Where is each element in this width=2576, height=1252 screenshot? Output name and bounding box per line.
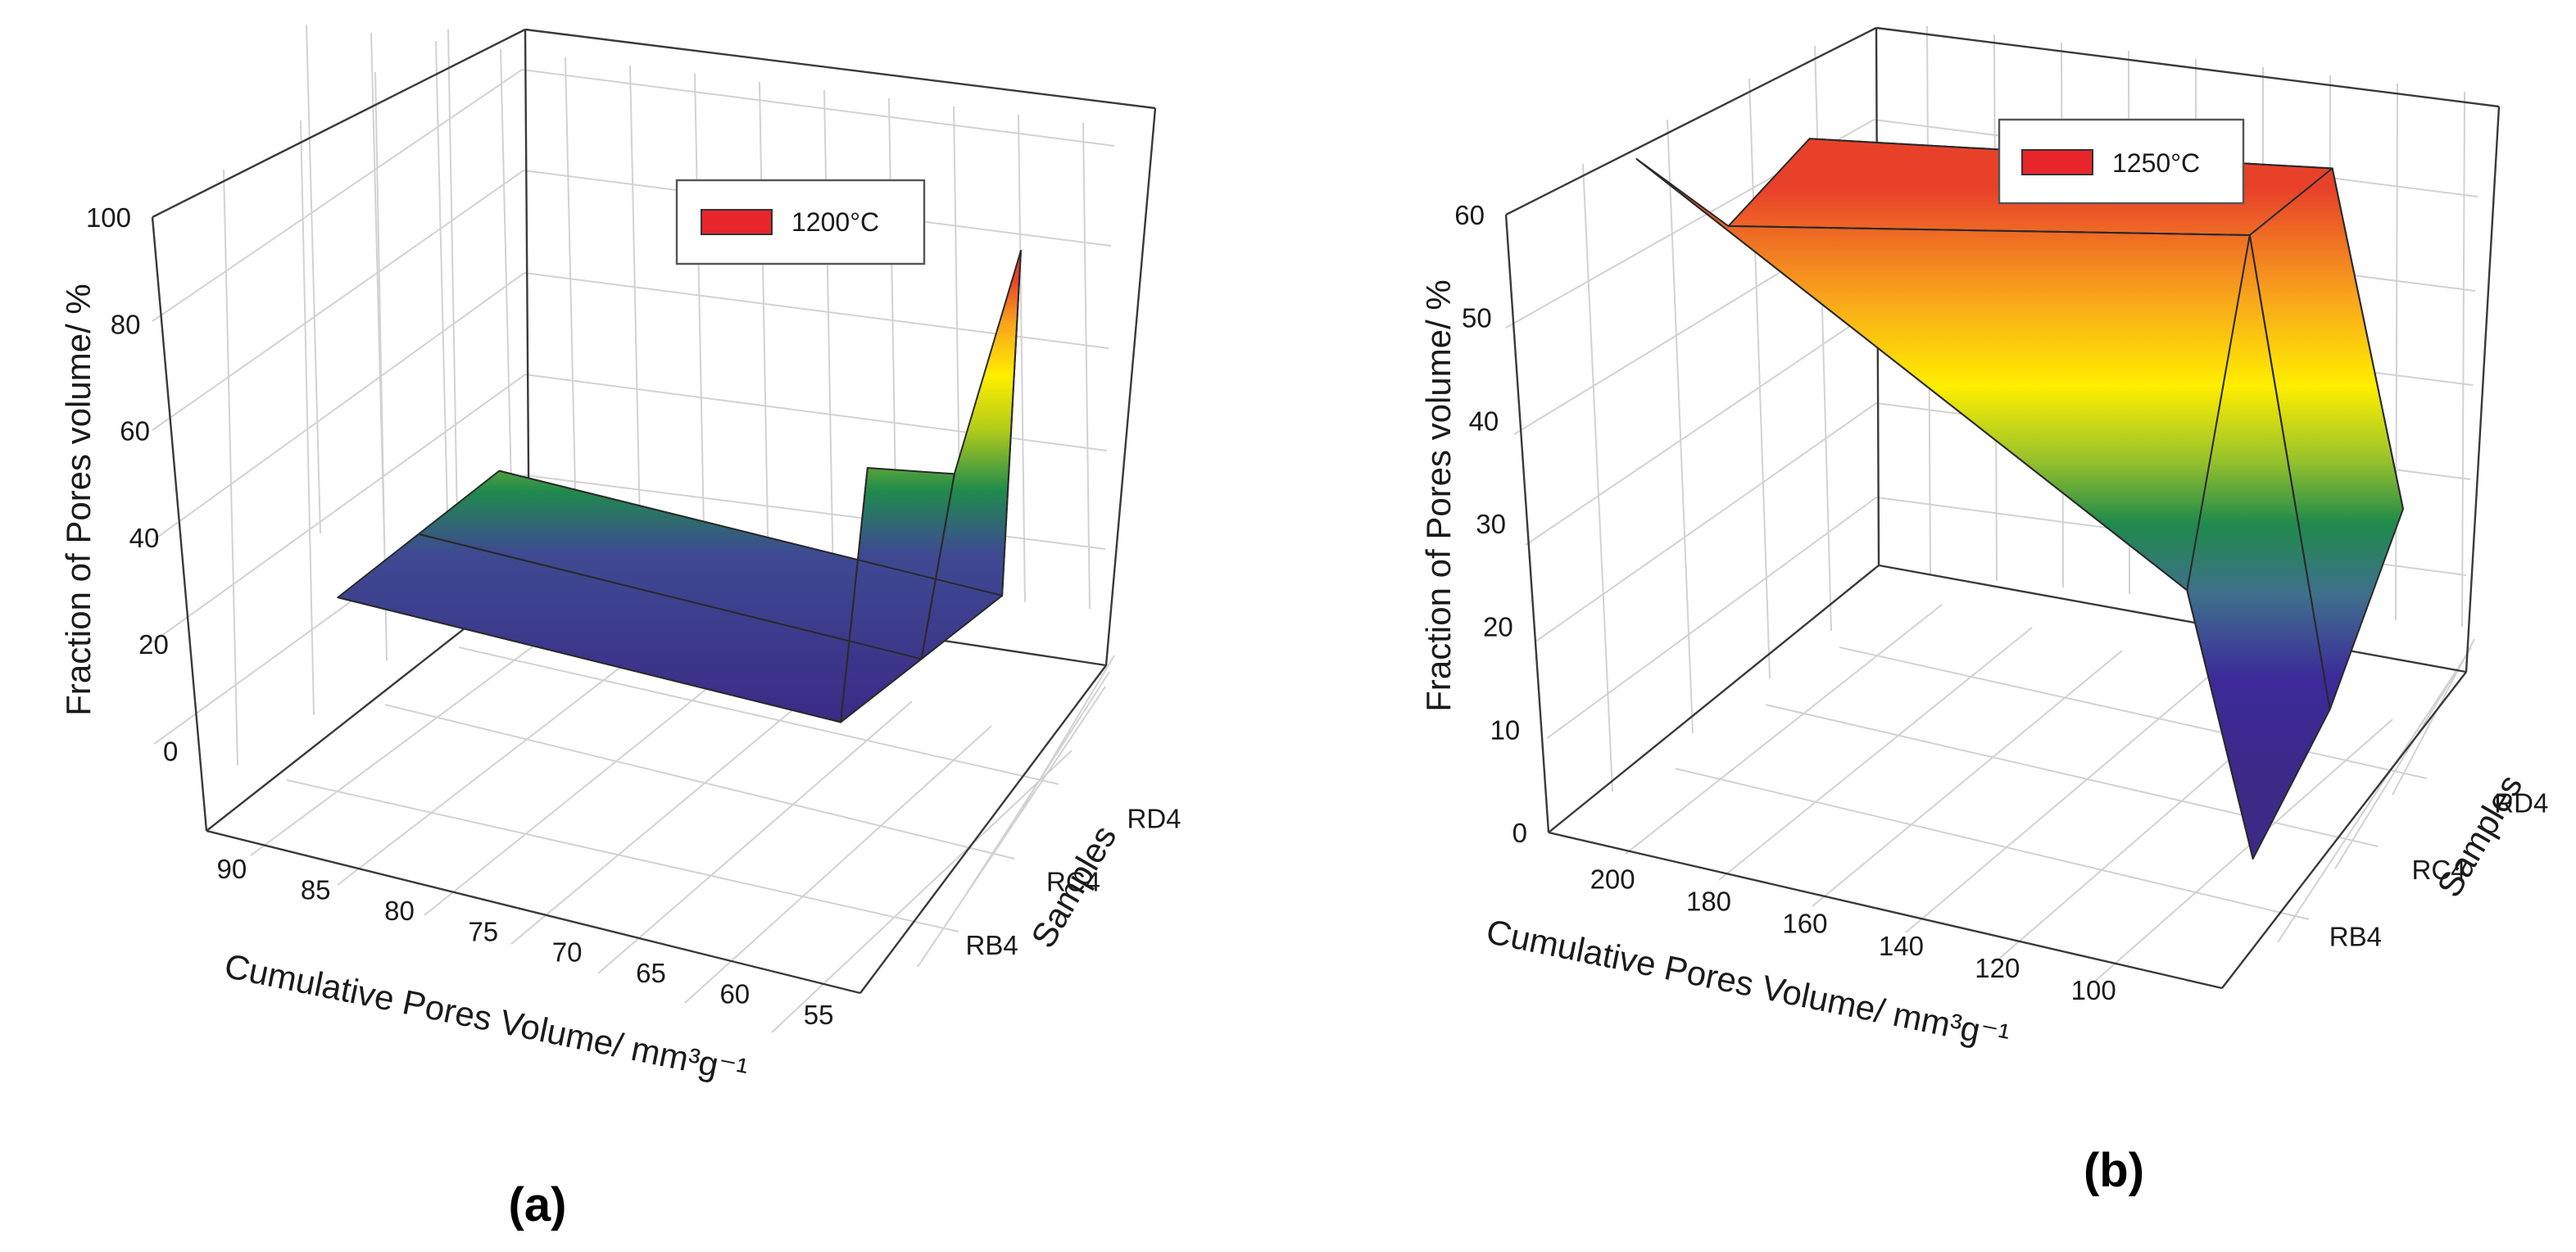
y-tick-label: 10: [1490, 714, 1521, 745]
x-tick-label: 60: [719, 979, 750, 1009]
panel-b-y-axis-title: Fraction of Pores volume/ %: [1419, 279, 1458, 712]
surface-ridge-rc4: [418, 474, 955, 660]
y-tick-label: 100: [86, 202, 131, 233]
panel-a-tick-labels: 90 85 80 75 70 65 60 55 0 20 40 60 80 100 RB4 RC4 RD4: [86, 202, 1181, 1030]
sample-tick-label: RC4: [2412, 855, 2466, 885]
surface-ridge-rd4: [1809, 138, 2404, 510]
panel-b-label: (b): [2084, 1144, 2144, 1197]
panel-b-tick-labels: 200 180 160 140 120 100 0 10 20 30 40 50 60 RB4 RC4 RD4: [1454, 200, 2548, 1005]
y-tick-label: 50: [1462, 303, 1492, 333]
y-tick-label: 60: [1454, 200, 1485, 230]
surface-ridge-rd4: [499, 250, 1022, 597]
sample-tick-label: RC4: [1046, 867, 1100, 897]
panel-b-x-axis-title: Cumulative Pores Volume/ mm³g⁻¹: [1483, 912, 2012, 1056]
x-tick-label: 140: [1879, 931, 1924, 961]
panel-a-legend: 1200°C: [675, 179, 926, 265]
x-tick-label: 70: [552, 937, 583, 968]
panel-a-chart: 90 85 80 75 70 65 60 55 0 20 40 60 80 100 RB4 RC4 RD4 12…: [59, 24, 1181, 1232]
x-tick-label: 90: [217, 854, 247, 884]
panel-a-legend-swatch: [701, 209, 773, 235]
panel-b-chart: 200 180 160 140 120 100 0 10 20 30 40 50 60 RB4 RC4 RD4…: [1419, 25, 2548, 1197]
x-tick-label: 55: [804, 1000, 834, 1030]
panel-a-label: (a): [509, 1178, 567, 1232]
y-tick-label: 30: [1476, 509, 1506, 539]
y-tick-label: 0: [163, 736, 178, 766]
x-tick-label: 120: [1975, 953, 2020, 983]
panel-b-surface: [1635, 138, 2404, 860]
sample-tick-label: RD4: [1127, 803, 1181, 833]
sample-tick-label: RB4: [2329, 922, 2382, 952]
y-tick-label: 0: [1512, 818, 1527, 848]
x-tick-label: 80: [384, 896, 415, 926]
x-tick-label: 75: [468, 916, 498, 946]
panel-a-z-axis-title: Samples: [1023, 819, 1123, 954]
x-tick-label: 100: [2071, 975, 2116, 1005]
surface-ridge-rb4: [1635, 158, 2254, 860]
panel-b-legend-label: 1250°C: [2112, 148, 2200, 178]
y-tick-label: 20: [1483, 612, 1513, 642]
surface-ridge-rc4: [1728, 225, 2331, 710]
sample-tick-label: RD4: [2494, 788, 2548, 819]
x-tick-label: 180: [1686, 887, 1731, 917]
panel-a-gridlines: [152, 24, 1115, 1033]
surface-patch: [920, 249, 1022, 660]
y-tick-label: 40: [129, 523, 160, 553]
panel-b-legend: 1250°C: [1998, 118, 2245, 205]
panel-b-z-axis-title: Samples: [2429, 768, 2529, 903]
y-tick-label: 20: [138, 629, 169, 660]
y-tick-label: 60: [120, 416, 150, 447]
x-tick-label: 160: [1782, 909, 1827, 939]
x-tick-label: 65: [636, 958, 666, 988]
panel-b-legend-swatch: [2021, 149, 2093, 175]
y-tick-label: 40: [1469, 406, 1499, 436]
sample-tick-label: RB4: [966, 930, 1018, 960]
panel-a-legend-label: 1200°C: [791, 207, 879, 237]
surface-ridge-rb4: [338, 467, 868, 724]
panel-b-axis-frame: [1504, 26, 2501, 990]
y-tick-label: 80: [111, 309, 141, 339]
x-tick-label: 85: [301, 875, 331, 905]
panel-a-x-axis-title: Cumulative Pores Volume/ mm³g⁻¹: [221, 946, 751, 1091]
x-tick-label: 200: [1590, 864, 1635, 894]
panel-a-y-axis-title: Fraction of Pores volume/ %: [59, 284, 98, 716]
panel-a-surface: [337, 249, 1022, 724]
